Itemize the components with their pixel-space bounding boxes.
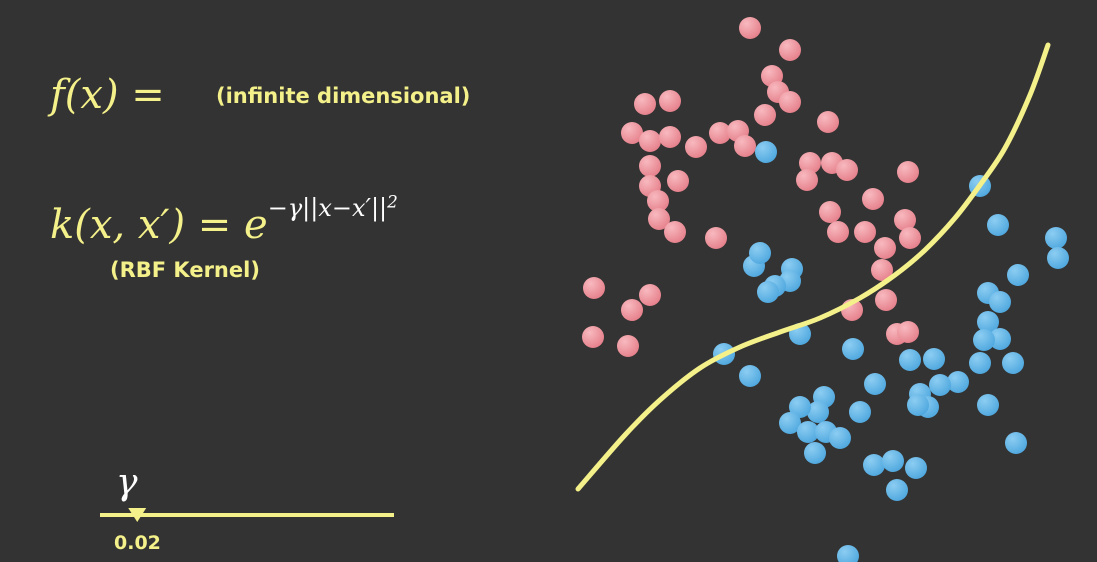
fx-formula: f(x) = [50,72,165,118]
red-point [621,299,643,321]
points-layer [582,17,1069,562]
red-point [659,90,681,112]
slider-thumb[interactable] [128,508,147,522]
blue-point [829,427,851,449]
blue-point [929,374,951,396]
blue-point [779,412,801,434]
kernel-lhs: k(x, x′) = e [50,201,268,248]
blue-point [989,328,1011,350]
blue-point [1002,352,1024,374]
blue-point [973,329,995,351]
red-point [634,93,656,115]
blue-point [755,141,777,163]
red-point [664,221,686,243]
red-point [897,161,919,183]
red-point [899,227,921,249]
blue-point [977,311,999,333]
kernel-exponent: −γ||x−x′||2 [267,192,398,223]
fx-note: (infinite dimensional) [216,84,471,108]
gamma-slider[interactable] [96,500,400,530]
red-point [871,259,893,281]
blue-point [923,348,945,370]
blue-point [969,352,991,374]
red-point [583,277,605,299]
red-point [836,159,858,181]
kernel-exp-power: 2 [387,192,398,212]
blue-point [1005,432,1027,454]
red-point [779,91,801,113]
red-point [639,130,661,152]
red-point [621,122,643,144]
blue-point [804,442,826,464]
red-point [817,111,839,133]
kernel-exp-text: −γ||x−x′|| [267,194,388,223]
blue-point [837,545,859,562]
blue-point [842,338,864,360]
red-point [799,152,821,174]
blue-point [1045,227,1067,249]
red-point [667,170,689,192]
red-point [779,39,801,61]
red-point [685,136,707,158]
red-point [582,326,604,348]
blue-point [977,394,999,416]
blue-point [989,291,1011,313]
red-point [639,155,661,177]
red-point [827,221,849,243]
red-point [819,201,841,223]
red-point [874,237,896,259]
red-point [894,209,916,231]
red-point [897,321,919,343]
blue-point [905,457,927,479]
red-point [648,208,670,230]
red-point [659,126,681,148]
kernel-formula: k(x, x′) = e−γ||x−x′||2 [50,192,398,248]
red-point [796,169,818,191]
blue-point [863,454,885,476]
blue-point [1047,247,1069,269]
gamma-symbol: γ [116,462,138,503]
red-point [709,122,731,144]
blue-point [899,349,921,371]
blue-point [797,421,819,443]
red-point [617,335,639,357]
blue-point [849,401,871,423]
blue-point [749,242,771,264]
red-point [705,227,727,249]
gamma-value: 0.02 [114,532,161,554]
decision-boundary [575,42,1051,492]
blue-point [739,365,761,387]
blue-point [886,479,908,501]
red-point [862,188,884,210]
blue-point [907,394,929,416]
blue-point [947,371,969,393]
red-point [739,17,761,39]
blue-point [1007,264,1029,286]
blue-point [757,281,779,303]
red-point [647,190,669,212]
blue-point [789,396,811,418]
red-point [875,289,897,311]
blue-point [882,450,904,472]
blue-point [864,373,886,395]
fx-lhs: f(x) = [50,72,165,118]
red-point [734,135,756,157]
red-point [754,104,776,126]
red-point [854,221,876,243]
blue-point [807,401,829,423]
kernel-note: (RBF Kernel) [110,258,260,282]
red-point [639,284,661,306]
blue-point [987,214,1009,236]
